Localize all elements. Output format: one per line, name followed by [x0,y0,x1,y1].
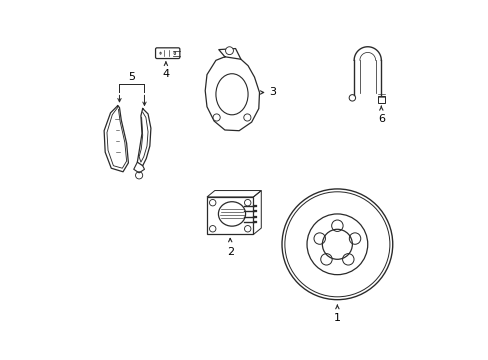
Circle shape [244,226,250,232]
Circle shape [348,95,355,101]
Bar [206,197,253,234]
Text: 6: 6 [377,114,384,124]
Ellipse shape [216,74,247,115]
Text: 3: 3 [269,87,276,98]
Circle shape [244,199,250,206]
Circle shape [225,47,233,55]
Text: 2: 2 [226,247,233,257]
Text: 1: 1 [333,313,340,323]
Text: 5: 5 [128,72,135,82]
Ellipse shape [218,202,245,226]
Circle shape [213,114,220,121]
Circle shape [209,226,216,232]
Circle shape [209,199,216,206]
Bar [377,96,384,103]
Text: 4: 4 [162,69,169,79]
Circle shape [244,114,250,121]
FancyBboxPatch shape [155,48,180,59]
